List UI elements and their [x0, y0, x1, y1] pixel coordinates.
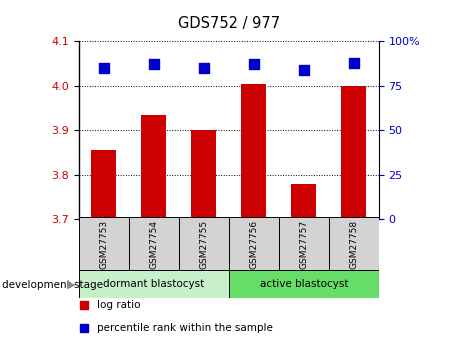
Point: [200, 65, 207, 71]
Bar: [142, 115, 166, 219]
Text: GSM27756: GSM27756: [249, 219, 258, 269]
Bar: [241, 83, 267, 219]
Point: [300, 67, 308, 72]
Text: GSM27754: GSM27754: [149, 219, 158, 269]
Bar: [329, 217, 379, 271]
Text: GDS752 / 977: GDS752 / 977: [178, 16, 280, 30]
Bar: [179, 217, 229, 271]
Text: log ratio: log ratio: [97, 300, 140, 310]
Point: [250, 62, 258, 67]
Bar: [79, 270, 229, 298]
Text: development stage: development stage: [2, 280, 103, 289]
Bar: [191, 130, 216, 219]
Bar: [341, 86, 366, 219]
Bar: [229, 217, 279, 271]
Text: GSM27753: GSM27753: [99, 219, 108, 269]
Bar: [229, 270, 379, 298]
Bar: [79, 217, 129, 271]
Text: GSM27758: GSM27758: [350, 219, 359, 269]
Text: percentile rank within the sample: percentile rank within the sample: [97, 324, 273, 333]
Point: [350, 60, 358, 66]
Text: ▶: ▶: [67, 280, 75, 289]
Point: [150, 62, 157, 67]
Point: [100, 65, 107, 71]
Text: active blastocyst: active blastocyst: [260, 279, 348, 289]
Text: dormant blastocyst: dormant blastocyst: [103, 279, 205, 289]
Bar: [291, 184, 316, 219]
Bar: [279, 217, 329, 271]
Text: GSM27755: GSM27755: [199, 219, 208, 269]
Text: GSM27757: GSM27757: [299, 219, 308, 269]
Bar: [92, 150, 116, 219]
Bar: [129, 217, 179, 271]
